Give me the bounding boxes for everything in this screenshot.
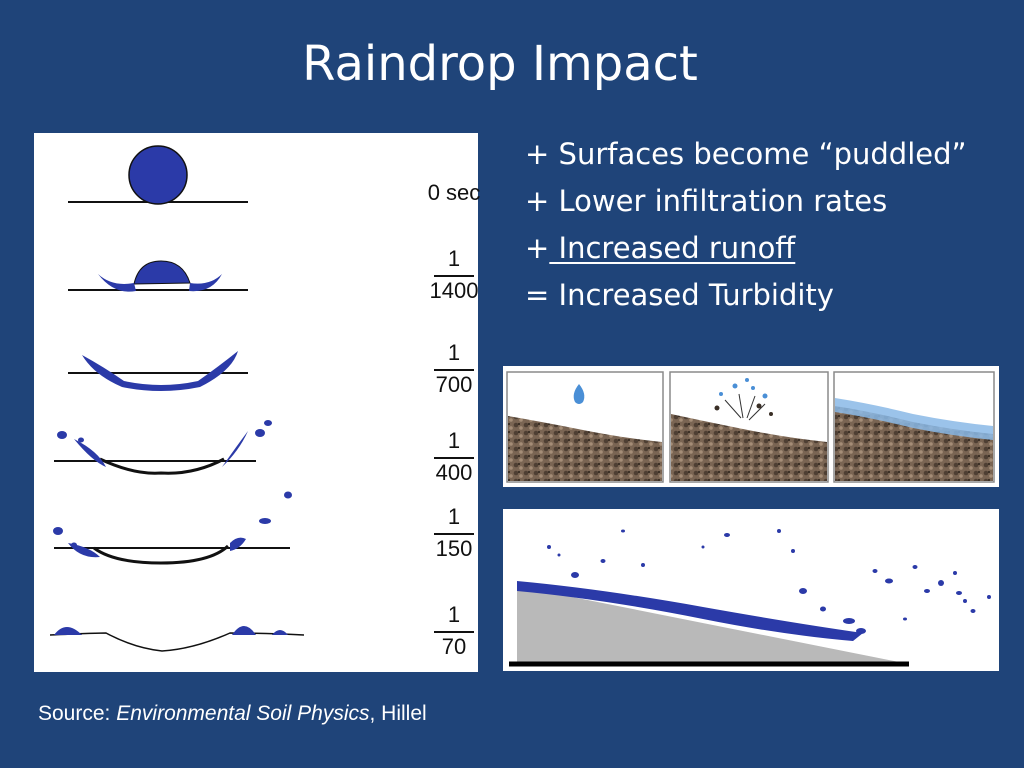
slope-runoff-illustration [509,529,991,667]
raindrop-sequence-figure: 0 sec 1 1400 1 700 1 400 1 150 1 70 [34,133,480,672]
frame-1-1400 [68,260,248,292]
time-label-400: 1 400 [434,428,474,485]
time-label-700: 1 700 [434,340,474,397]
bullet-puddled: + Surfaces become “puddled” [525,137,967,171]
frame-1-70 [49,626,305,652]
frame-1-400 [54,420,272,475]
soil-splash-figure [503,366,999,487]
frame-1-150 [53,491,292,565]
bullet-list: + Surfaces become “puddled” + Lower infi… [525,131,967,319]
source-citation: Source: Environmental Soil Physics, Hill… [38,702,427,725]
time-label-70: 1 70 [414,603,494,659]
bullet-runoff: + Increased runoff [525,231,796,265]
frame-1-700 [68,351,248,391]
frame-0-sec [68,145,248,205]
time-label-150: 1 150 [434,504,474,561]
bullet-infiltration: + Lower infiltration rates [525,184,888,218]
time-label-0: 0 sec [427,180,481,205]
raindrop-sequence-illustration [49,145,305,652]
slope-runoff-figure [503,509,999,671]
bullet-turbidity: = Increased Turbidity [525,278,834,312]
slide-title: Raindrop Impact [302,36,698,92]
soil-splash-illustration [506,371,995,483]
time-label-1400: 1 1400 [429,246,479,303]
